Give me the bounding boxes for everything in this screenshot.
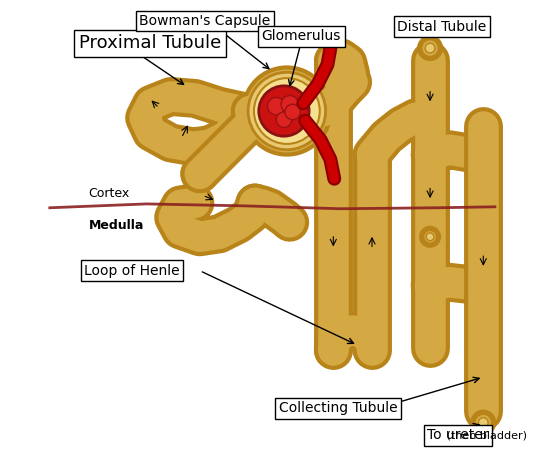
Circle shape (421, 39, 439, 57)
Text: To ureter: To ureter (427, 428, 489, 442)
Circle shape (244, 67, 331, 155)
Circle shape (254, 78, 320, 144)
Circle shape (281, 96, 299, 113)
Text: Medulla: Medulla (89, 219, 144, 232)
Circle shape (426, 233, 434, 241)
Text: Loop of Henle: Loop of Henle (84, 264, 180, 278)
Circle shape (419, 36, 442, 60)
Circle shape (276, 112, 292, 128)
Circle shape (248, 72, 326, 150)
Circle shape (472, 411, 495, 434)
Text: (then bladder): (then bladder) (443, 430, 527, 440)
Text: Collecting Tubule: Collecting Tubule (279, 401, 397, 415)
Circle shape (420, 227, 439, 247)
Circle shape (423, 230, 437, 243)
Circle shape (285, 104, 301, 120)
Text: Cortex: Cortex (89, 187, 130, 200)
Text: Glomerulus: Glomerulus (262, 30, 341, 43)
Text: Distal Tubule: Distal Tubule (397, 20, 486, 34)
Circle shape (268, 97, 285, 115)
Circle shape (425, 43, 435, 53)
Circle shape (478, 418, 488, 427)
Text: Proximal Tubule: Proximal Tubule (79, 34, 221, 52)
Text: Bowman's Capsule: Bowman's Capsule (139, 14, 270, 28)
Circle shape (259, 86, 309, 136)
Circle shape (475, 414, 492, 432)
